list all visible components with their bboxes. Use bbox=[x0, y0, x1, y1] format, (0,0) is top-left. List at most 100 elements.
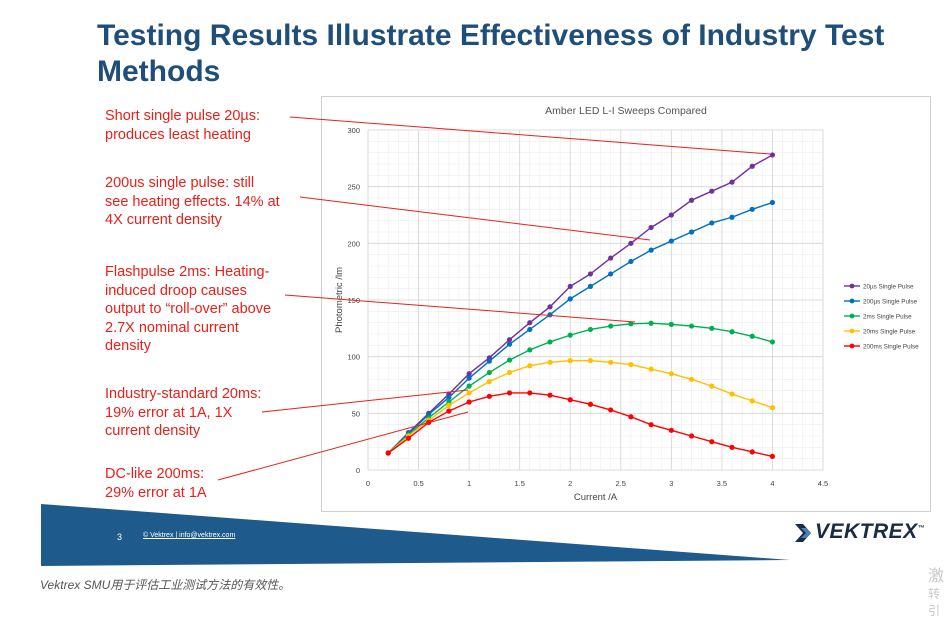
data-point bbox=[688, 229, 695, 235]
logo-text: VEKTREX™ bbox=[815, 520, 926, 543]
y-tick-label: 300 bbox=[347, 126, 360, 135]
leader-line-flashpulse bbox=[284, 294, 636, 323]
leader-lines bbox=[217, 116, 771, 481]
y-tick-label: 100 bbox=[347, 353, 360, 362]
data-point bbox=[608, 271, 614, 277]
data-point bbox=[769, 199, 776, 206]
x-axis-label: Current /A bbox=[574, 492, 618, 503]
data-point bbox=[729, 444, 735, 450]
data-point bbox=[466, 383, 472, 389]
slide-title: Testing Results Illustrate Effectiveness… bbox=[97, 19, 885, 88]
legend-marker-2 bbox=[849, 313, 855, 319]
series-line-0 bbox=[387, 154, 773, 454]
data-point bbox=[729, 329, 735, 335]
series-line-3 bbox=[387, 359, 773, 454]
data-point bbox=[668, 238, 674, 244]
data-point bbox=[486, 379, 492, 385]
legend-label-4: 200ms Single Pulse bbox=[863, 344, 919, 351]
data-point bbox=[587, 271, 594, 277]
footer-band bbox=[41, 504, 790, 566]
data-point bbox=[506, 390, 513, 396]
data-point bbox=[648, 224, 654, 231]
data-point bbox=[587, 401, 594, 407]
legend-marker-0 bbox=[849, 283, 855, 289]
data-point bbox=[466, 375, 472, 381]
y-tick-label: 250 bbox=[347, 183, 360, 192]
data-point bbox=[709, 325, 715, 331]
data-point bbox=[648, 422, 654, 428]
data-point bbox=[567, 332, 573, 338]
copyright-link[interactable]: © Vektrex | info@vektrex.com bbox=[143, 532, 236, 539]
data-point bbox=[668, 371, 674, 377]
data-point bbox=[608, 407, 614, 413]
legend-label-3: 20ms Single Pulse bbox=[863, 329, 916, 336]
data-point bbox=[547, 359, 553, 365]
data-point bbox=[527, 326, 533, 333]
data-point bbox=[567, 358, 573, 364]
data-point bbox=[547, 392, 553, 398]
data-point bbox=[506, 337, 513, 343]
y-tick-label: 0 bbox=[356, 466, 360, 475]
annotation-flashpulse: Flashpulse 2ms: Heating- induced droop c… bbox=[105, 264, 272, 354]
data-point bbox=[769, 339, 776, 345]
data-point bbox=[628, 414, 634, 420]
data-point bbox=[466, 399, 472, 405]
data-point bbox=[628, 362, 634, 368]
chart-frame bbox=[321, 96, 931, 512]
data-point bbox=[729, 391, 735, 397]
data-point bbox=[506, 369, 513, 376]
x-tick-label: 2.5 bbox=[616, 479, 626, 488]
data-point bbox=[648, 247, 654, 253]
leader-line-200us bbox=[299, 196, 651, 241]
data-point bbox=[587, 283, 594, 289]
data-point bbox=[749, 333, 755, 339]
data-point bbox=[486, 358, 492, 364]
data-point bbox=[709, 439, 715, 445]
series-line-4 bbox=[387, 392, 773, 458]
annotation-200us-pulse: 200us single pulse: still see heating ef… bbox=[105, 175, 280, 228]
data-point bbox=[648, 320, 654, 326]
data-point bbox=[749, 398, 755, 404]
legend-marker-4 bbox=[849, 343, 855, 349]
data-point bbox=[769, 453, 776, 459]
page-number: 3 bbox=[117, 532, 123, 542]
leader-line-200ms bbox=[217, 411, 469, 481]
data-point bbox=[527, 390, 533, 396]
data-point bbox=[466, 371, 472, 377]
data-point bbox=[668, 427, 674, 433]
data-point bbox=[405, 435, 412, 441]
data-point bbox=[709, 383, 715, 389]
y-axis-label: Photometric /lm bbox=[334, 267, 345, 333]
data-point bbox=[547, 339, 553, 345]
watermark-text-1: 激 bbox=[928, 568, 945, 585]
data-point bbox=[608, 359, 614, 365]
data-point bbox=[749, 163, 755, 169]
data-point bbox=[506, 341, 513, 347]
data-point bbox=[749, 206, 755, 212]
data-point bbox=[688, 323, 695, 329]
data-point bbox=[648, 366, 654, 372]
data-point bbox=[466, 390, 472, 396]
series-line-1 bbox=[387, 201, 773, 454]
y-tick-label: 50 bbox=[352, 409, 360, 418]
legend-label-2: 2ms Single Pulse bbox=[863, 314, 912, 321]
data-point bbox=[769, 152, 776, 158]
data-point bbox=[628, 321, 634, 327]
data-point bbox=[527, 363, 533, 369]
data-point bbox=[729, 214, 735, 220]
series-line-2 bbox=[387, 322, 773, 454]
x-tick-label: 1 bbox=[467, 479, 471, 488]
data-point bbox=[385, 450, 391, 456]
data-point bbox=[506, 357, 513, 363]
legend-marker-1 bbox=[849, 298, 855, 304]
x-tick-label: 3.5 bbox=[717, 479, 727, 488]
chart-svg: 00.511.522.533.544.5050100150200250300Am… bbox=[334, 105, 919, 503]
chevron-logo-icon bbox=[795, 524, 811, 542]
data-point bbox=[628, 258, 634, 265]
leader-line-20ms bbox=[261, 389, 469, 413]
data-point bbox=[446, 394, 452, 401]
data-point bbox=[567, 283, 573, 289]
data-point bbox=[547, 304, 553, 310]
data-point bbox=[628, 240, 634, 246]
data-point bbox=[709, 220, 715, 226]
